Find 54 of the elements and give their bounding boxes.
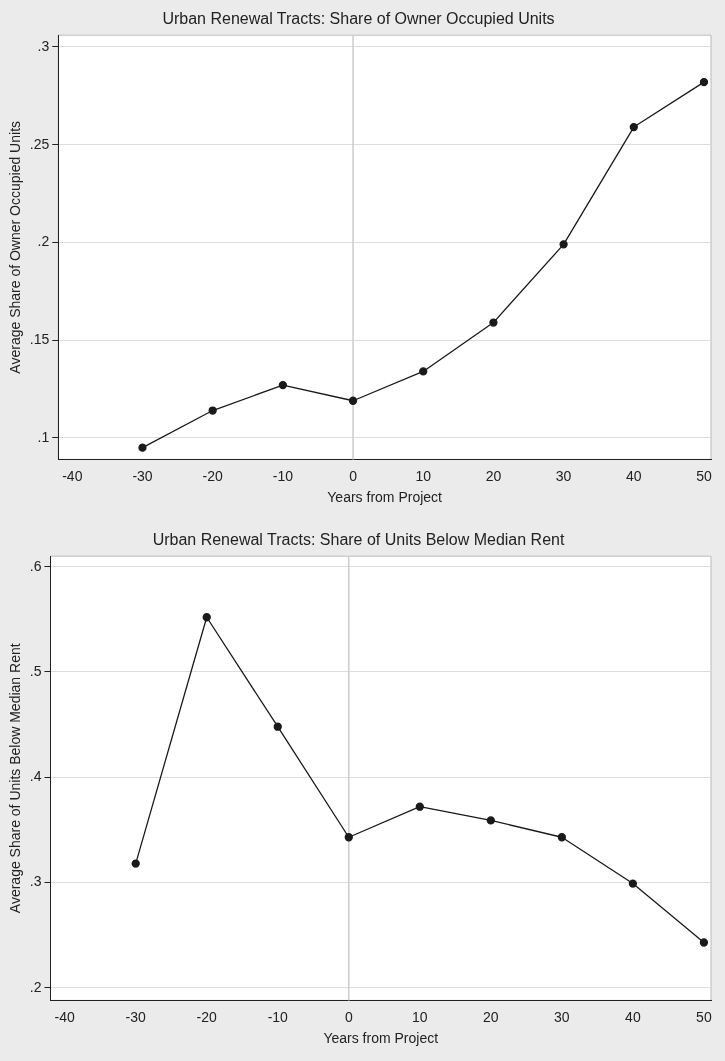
y-tick-label: .25 bbox=[29, 135, 50, 152]
point bbox=[348, 396, 358, 405]
chart-title: Urban Renewal Tracts: Share of Units Below Median Rent bbox=[152, 531, 565, 549]
x-axis-title: Years from Project bbox=[327, 489, 443, 506]
x-tick-label: 30 bbox=[554, 1008, 570, 1025]
x-tick-label: -30 bbox=[125, 1008, 147, 1025]
point bbox=[486, 816, 495, 825]
y-tick-label: .6 bbox=[29, 557, 42, 574]
y-tick-label: .3 bbox=[29, 873, 42, 890]
x-tick-label: -10 bbox=[272, 467, 294, 484]
point bbox=[419, 367, 428, 376]
y-tick-label: .1 bbox=[37, 428, 50, 445]
point bbox=[131, 859, 140, 868]
x-tick-label: 10 bbox=[415, 467, 432, 484]
point bbox=[202, 613, 211, 622]
y-axis-title: Average Share of Units Below Median Rent bbox=[7, 643, 24, 914]
point bbox=[489, 318, 498, 327]
point bbox=[699, 938, 709, 947]
x-tick-label: -10 bbox=[267, 1008, 289, 1025]
point bbox=[273, 722, 282, 731]
y-tick-label: .15 bbox=[29, 331, 50, 348]
y-tick-label: .2 bbox=[37, 233, 50, 250]
x-tick-label: 0 bbox=[349, 467, 358, 484]
x-tick-label: 20 bbox=[485, 467, 502, 484]
point bbox=[415, 802, 424, 811]
point bbox=[557, 833, 566, 842]
point bbox=[699, 77, 709, 87]
y-tick-label: .4 bbox=[29, 768, 42, 785]
x-tick-label: 50 bbox=[696, 467, 712, 484]
y-tick-label: .3 bbox=[37, 37, 50, 54]
x-tick-label: 20 bbox=[483, 1008, 499, 1025]
x-axis-title: Years from Project bbox=[323, 1030, 439, 1047]
x-tick-label: 10 bbox=[412, 1008, 428, 1025]
x-tick-label: 0 bbox=[344, 1008, 353, 1025]
x-tick-label: -20 bbox=[196, 1008, 218, 1025]
point bbox=[278, 380, 288, 390]
point bbox=[629, 122, 638, 132]
chart-title: Urban Renewal Tracts: Share of Owner Occupied Units bbox=[162, 10, 555, 28]
x-tick-label: -40 bbox=[62, 467, 83, 484]
x-tick-label: 40 bbox=[625, 1008, 641, 1025]
y-tick-label: .5 bbox=[29, 662, 42, 679]
y-axis-title: Average Share of Owner Occupied Units bbox=[7, 120, 24, 374]
x-tick-label: 30 bbox=[555, 467, 572, 484]
y-tick-label: .2 bbox=[29, 978, 42, 995]
x-tick-label: 50 bbox=[696, 1008, 712, 1025]
point bbox=[344, 833, 353, 842]
point bbox=[628, 879, 638, 888]
x-tick-label: -20 bbox=[202, 467, 223, 484]
point bbox=[138, 443, 147, 452]
x-tick-label: 40 bbox=[626, 467, 642, 484]
x-tick-label: -40 bbox=[54, 1008, 76, 1025]
point bbox=[559, 240, 568, 249]
x-tick-label: -30 bbox=[132, 467, 153, 484]
point bbox=[208, 406, 217, 415]
